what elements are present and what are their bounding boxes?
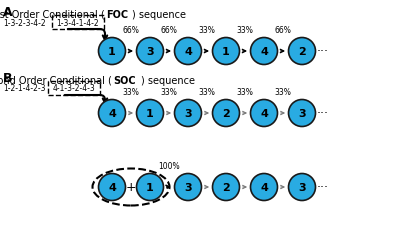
Text: 4-1-3-2-4-3: 4-1-3-2-4-3 <box>53 84 95 93</box>
Text: 4: 4 <box>260 182 268 192</box>
Text: 66%: 66% <box>160 26 178 35</box>
Text: 33%: 33% <box>274 88 292 97</box>
Text: 33%: 33% <box>160 88 178 97</box>
Text: ···: ··· <box>316 181 328 194</box>
Text: FOC: FOC <box>106 10 128 20</box>
Text: 33%: 33% <box>198 88 216 97</box>
Circle shape <box>250 100 278 127</box>
Text: 33%: 33% <box>198 26 216 35</box>
Circle shape <box>98 38 126 65</box>
Text: 4: 4 <box>260 109 268 118</box>
Text: B: B <box>3 72 12 85</box>
Text: 3: 3 <box>298 109 306 118</box>
Circle shape <box>212 38 240 65</box>
Text: 4: 4 <box>260 47 268 57</box>
Text: 3: 3 <box>184 182 192 192</box>
Text: 100%: 100% <box>158 162 180 171</box>
Text: ···: ··· <box>316 107 328 120</box>
Text: 2: 2 <box>222 109 230 118</box>
Circle shape <box>174 174 202 201</box>
Circle shape <box>250 38 278 65</box>
Circle shape <box>136 174 164 201</box>
Text: 3: 3 <box>298 182 306 192</box>
Text: 1-3-2-3-4-2: 1-3-2-3-4-2 <box>3 18 46 27</box>
Text: 1-2-1-4-2-3: 1-2-1-4-2-3 <box>3 84 46 93</box>
Circle shape <box>136 100 164 127</box>
Text: 33%: 33% <box>236 26 254 35</box>
Text: 66%: 66% <box>274 26 292 35</box>
Text: 4: 4 <box>108 182 116 192</box>
Circle shape <box>250 174 278 201</box>
Text: 1-3-4-1-4-2: 1-3-4-1-4-2 <box>57 18 99 27</box>
Text: 1: 1 <box>146 109 154 118</box>
Circle shape <box>98 100 126 127</box>
Circle shape <box>174 38 202 65</box>
Circle shape <box>212 174 240 201</box>
Text: 4: 4 <box>184 47 192 57</box>
Text: ) sequence: ) sequence <box>132 10 186 20</box>
Text: A: A <box>3 6 13 19</box>
Text: 33%: 33% <box>122 88 140 97</box>
Text: ···: ··· <box>316 45 328 58</box>
Text: 66%: 66% <box>122 26 140 35</box>
Circle shape <box>288 174 316 201</box>
Circle shape <box>136 38 164 65</box>
Text: 33%: 33% <box>236 88 254 97</box>
Text: 1: 1 <box>222 47 230 57</box>
Text: Second Order Conditional (: Second Order Conditional ( <box>0 76 112 86</box>
Text: 4: 4 <box>108 109 116 118</box>
Text: 2: 2 <box>298 47 306 57</box>
Circle shape <box>288 100 316 127</box>
Circle shape <box>212 100 240 127</box>
Circle shape <box>98 174 126 201</box>
Text: 1: 1 <box>146 182 154 192</box>
Text: First Order Conditional (: First Order Conditional ( <box>0 10 105 20</box>
Text: 3: 3 <box>146 47 154 57</box>
Text: 3: 3 <box>184 109 192 118</box>
Circle shape <box>288 38 316 65</box>
Text: +: + <box>126 181 136 194</box>
Circle shape <box>174 100 202 127</box>
Text: SOC: SOC <box>113 76 136 86</box>
Text: 1: 1 <box>108 47 116 57</box>
Text: ) sequence: ) sequence <box>141 76 195 86</box>
Text: 2: 2 <box>222 182 230 192</box>
